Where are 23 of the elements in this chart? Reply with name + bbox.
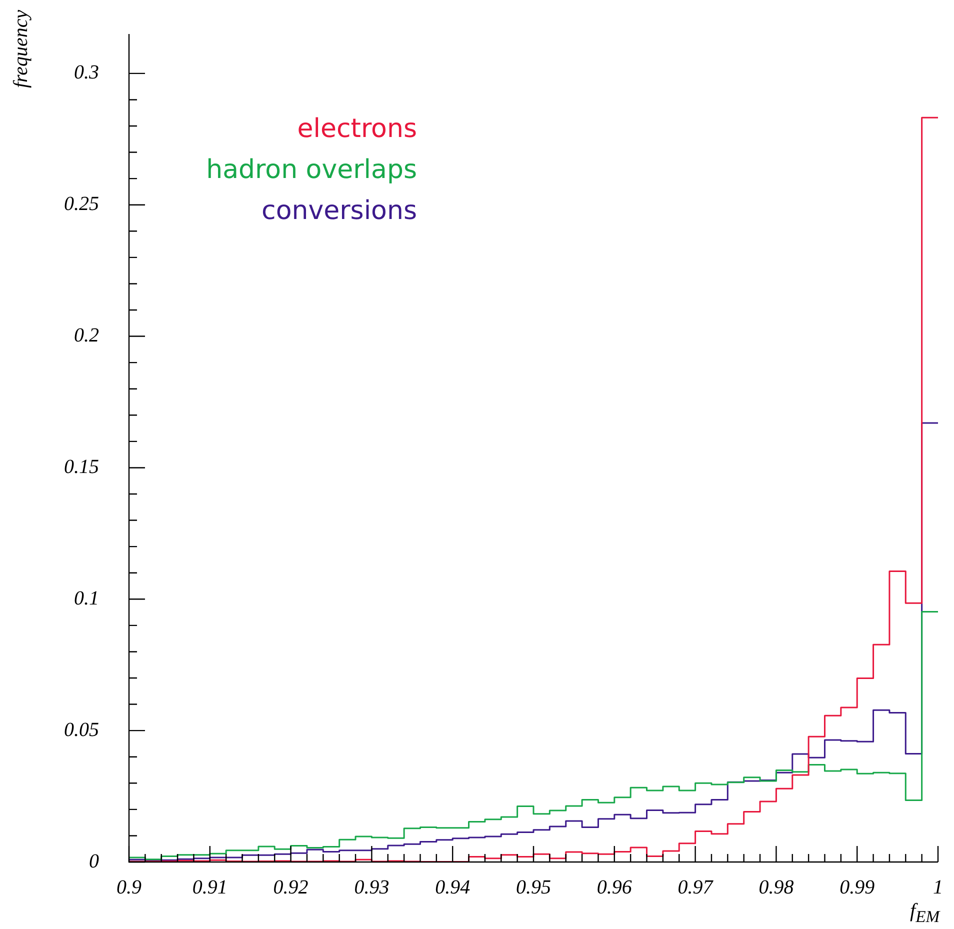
text: electrons (297, 114, 417, 144)
x-tick-label: 1 (933, 876, 943, 898)
x-tick-label: 0.95 (516, 876, 551, 898)
x-tick-label: 0.94 (435, 876, 470, 898)
text: conversions (262, 196, 417, 226)
y-tick-label: 0.1 (74, 587, 99, 610)
y-tick-label: 0.05 (64, 718, 99, 741)
x-tick-label: 0.97 (678, 876, 714, 898)
y-tick-label: 0.15 (64, 456, 99, 478)
x-tick-label: 0.9 (116, 876, 142, 898)
x-tick-label: 0.93 (354, 876, 390, 898)
x-axis-title: f$_{EM}$ (910, 900, 940, 927)
y-tick-label: 0.3 (74, 62, 99, 84)
x-tick-label: 0.92 (273, 876, 308, 898)
y-tick-label: 0.2 (74, 324, 99, 347)
x-tick-label: 0.99 (840, 876, 875, 898)
text: hadron overlaps (206, 154, 417, 185)
x-tick-label: 0.98 (758, 876, 794, 898)
x-tick-label: 0.91 (192, 876, 228, 898)
y-tick-label: 0 (89, 850, 99, 872)
y-tick-label: 0.25 (64, 193, 99, 216)
x-tick-label: 0.96 (596, 876, 632, 898)
y-axis-title: frequency (10, 10, 33, 88)
